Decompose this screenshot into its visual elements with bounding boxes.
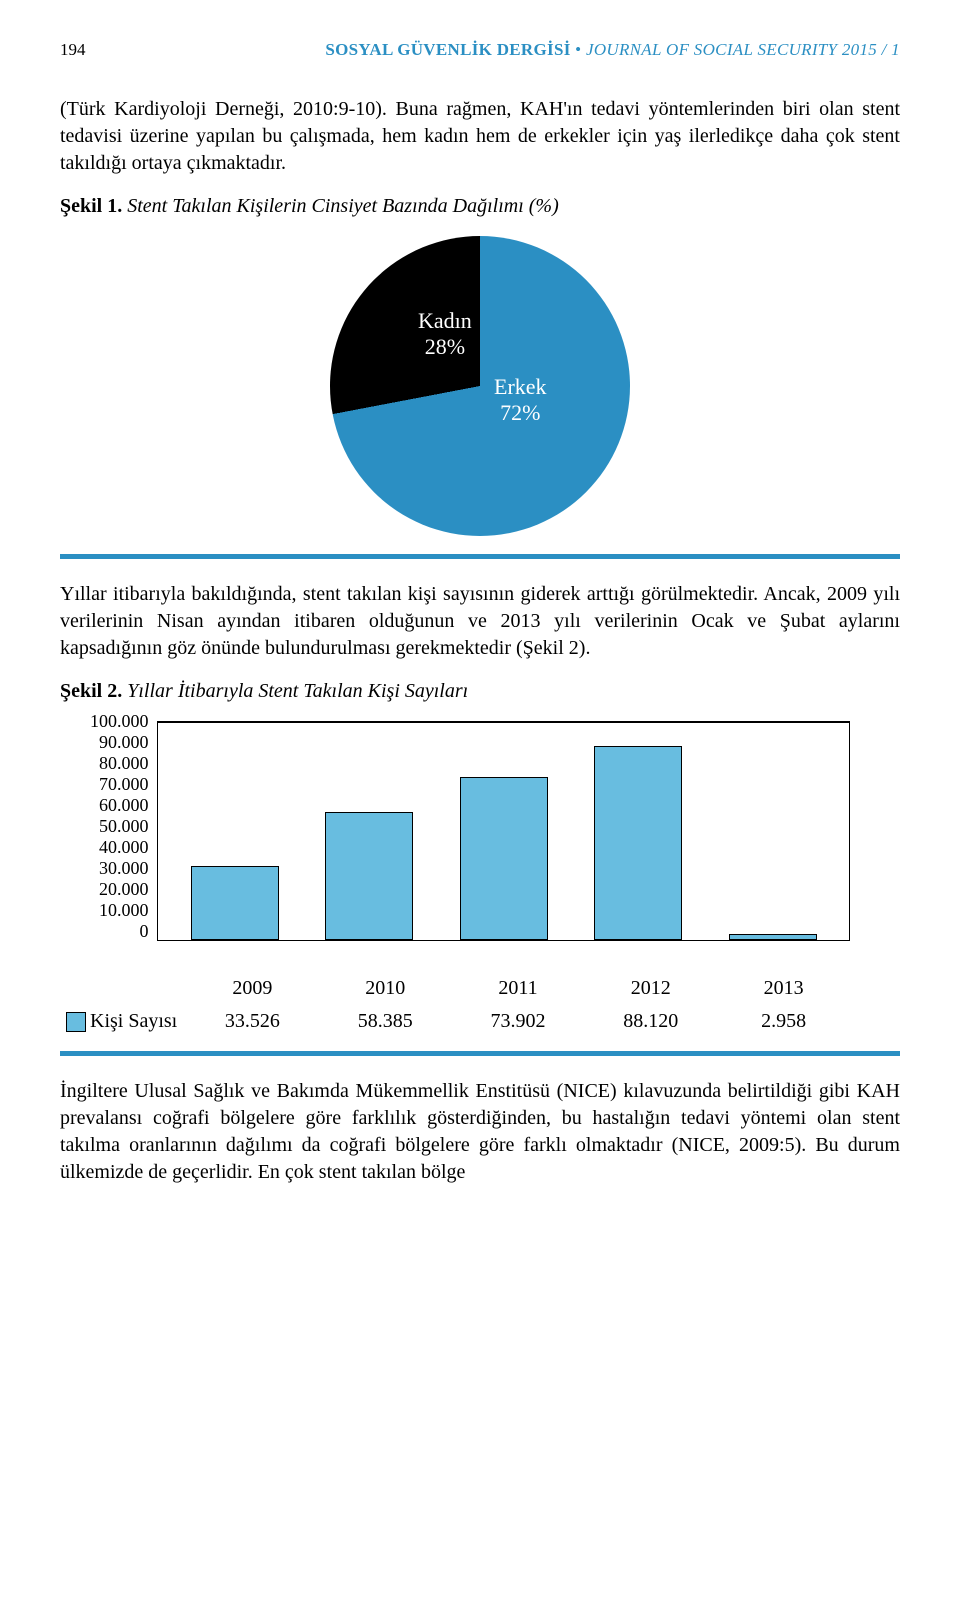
bar-chart-values: 33.526 58.385 73.902 88.120 2.958: [186, 1010, 850, 1033]
journal-title-light: JOURNAL OF SOCIAL SECURITY: [586, 40, 837, 59]
x-tick: 2010: [335, 977, 435, 1000]
data-value: 88.120: [601, 1010, 701, 1033]
y-tick: 50.000: [99, 816, 149, 837]
data-value: 73.902: [468, 1010, 568, 1033]
bar-chart-plot-area: [157, 721, 851, 941]
journal-title-sep: •: [571, 40, 586, 59]
x-tick: 2012: [601, 977, 701, 1000]
figure-1-pie-chart: Kadın28% Erkek72%: [60, 236, 900, 536]
y-tick: 20.000: [99, 879, 149, 900]
data-value: 2.958: [734, 1010, 834, 1033]
bar-chart-body: 100.00090.00080.00070.00060.00050.00040.…: [90, 721, 850, 971]
pie-chart: Kadın28% Erkek72%: [330, 236, 630, 536]
y-tick: 60.000: [99, 795, 149, 816]
figure-2-title: Yıllar İtibarıyla Stent Takılan Kişi Say…: [122, 680, 468, 702]
y-tick: 30.000: [99, 858, 149, 879]
journal-title-bold: SOSYAL GÜVENLİK DERGİSİ: [325, 40, 570, 59]
bar-chart-y-axis: 100.00090.00080.00070.00060.00050.00040.…: [90, 711, 157, 941]
figure-1-title: Stent Takılan Kişilerin Cinsiyet Bazında…: [122, 195, 558, 217]
y-tick: 80.000: [99, 753, 149, 774]
figure-2-caption: Şekil 2. Yıllar İtibarıyla Stent Takılan…: [60, 680, 900, 703]
bar: [191, 866, 279, 940]
figure-2-label: Şekil 2.: [60, 680, 122, 702]
bar-chart-x-axis: 2009 2010 2011 2012 2013: [90, 977, 850, 1000]
bar: [325, 812, 413, 940]
pie-slices: [330, 236, 630, 536]
bar-chart-categories: 2009 2010 2011 2012 2013: [186, 977, 850, 1000]
figure-1-label: Şekil 1.: [60, 195, 122, 217]
data-value: 33.526: [202, 1010, 302, 1033]
x-tick: 2011: [468, 977, 568, 1000]
bar: [594, 746, 682, 940]
figure-2-bar-chart: 100.00090.00080.00070.00060.00050.00040.…: [90, 721, 850, 1033]
page-header: 194 SOSYAL GÜVENLİK DERGİSİ • JOURNAL OF…: [60, 40, 900, 60]
bar-chart-legend: Kişi Sayısı: [66, 1010, 186, 1033]
y-tick: 90.000: [99, 732, 149, 753]
page-number: 194: [60, 40, 86, 60]
data-value: 58.385: [335, 1010, 435, 1033]
bar-chart-data-row: Kişi Sayısı 33.526 58.385 73.902 88.120 2.95…: [90, 1010, 850, 1033]
y-tick: 100.000: [90, 711, 149, 732]
legend-label: Kişi Sayısı: [90, 1010, 177, 1033]
bar: [460, 777, 548, 940]
journal-title: SOSYAL GÜVENLİK DERGİSİ • JOURNAL OF SOC…: [325, 40, 900, 60]
section-divider: [60, 1051, 900, 1056]
bar: [729, 934, 817, 941]
y-tick: 10.000: [99, 900, 149, 921]
x-tick: 2009: [202, 977, 302, 1000]
figure-1-caption: Şekil 1. Stent Takılan Kişilerin Cinsiye…: [60, 195, 900, 218]
section-divider: [60, 554, 900, 559]
paragraph-1: (Türk Kardiyoloji Derneği, 2010:9-10). B…: [60, 96, 900, 177]
pie-label-kadin: Kadın28%: [418, 308, 472, 361]
y-tick: 70.000: [99, 774, 149, 795]
x-tick: 2013: [734, 977, 834, 1000]
y-tick: 0: [140, 921, 149, 942]
paragraph-3: İngiltere Ulusal Sağlık ve Bakımda Mükem…: [60, 1078, 900, 1186]
pie-label-erkek: Erkek72%: [494, 374, 547, 427]
journal-issue: 2015 / 1: [837, 40, 900, 59]
legend-swatch-icon: [66, 1012, 86, 1032]
paragraph-2: Yıllar itibarıyla bakıldığında, stent ta…: [60, 581, 900, 662]
y-tick: 40.000: [99, 837, 149, 858]
